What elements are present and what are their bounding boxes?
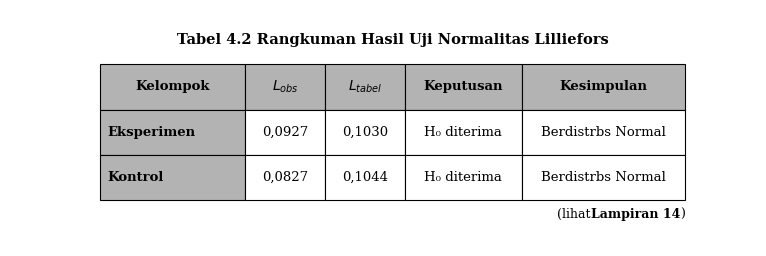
Text: $\mathit{L}_{obs}$: $\mathit{L}_{obs}$ <box>272 79 298 95</box>
Bar <box>100 64 245 110</box>
Text: H₀ diterima: H₀ diterima <box>424 126 502 139</box>
Bar <box>100 110 245 155</box>
Text: Keputusan: Keputusan <box>424 80 503 93</box>
Bar <box>325 64 405 110</box>
Bar <box>325 110 405 155</box>
Text: Kelompok: Kelompok <box>136 80 210 93</box>
Bar <box>245 64 325 110</box>
Bar <box>245 110 325 155</box>
Text: Eksperimen: Eksperimen <box>107 126 196 139</box>
Text: 0,0927: 0,0927 <box>262 126 308 139</box>
Text: H₀ diterima: H₀ diterima <box>424 171 502 184</box>
Bar <box>405 155 522 200</box>
Text: Berdistrbs Normal: Berdistrbs Normal <box>541 126 666 139</box>
Bar <box>100 155 245 200</box>
Bar <box>405 110 522 155</box>
Bar <box>522 64 685 110</box>
Text: $L_{tabel}$: $L_{tabel}$ <box>348 79 382 95</box>
Text: Kontrol: Kontrol <box>107 171 164 184</box>
Text: ): ) <box>679 208 685 220</box>
Text: Berdistrbs Normal: Berdistrbs Normal <box>541 171 666 184</box>
Text: Lampiran 14: Lampiran 14 <box>591 208 680 220</box>
Text: Kesimpulan: Kesimpulan <box>559 80 647 93</box>
Bar <box>325 155 405 200</box>
Text: (lihat: (lihat <box>557 208 594 220</box>
Text: 0,0827: 0,0827 <box>262 171 308 184</box>
Bar <box>405 64 522 110</box>
Bar <box>522 155 685 200</box>
Bar <box>245 155 325 200</box>
Text: 0,1044: 0,1044 <box>342 171 388 184</box>
Text: 0,1030: 0,1030 <box>342 126 388 139</box>
Bar <box>522 110 685 155</box>
Text: Tabel 4.2 Rangkuman Hasil Uji Normalitas Lilliefors: Tabel 4.2 Rangkuman Hasil Uji Normalitas… <box>177 33 608 47</box>
